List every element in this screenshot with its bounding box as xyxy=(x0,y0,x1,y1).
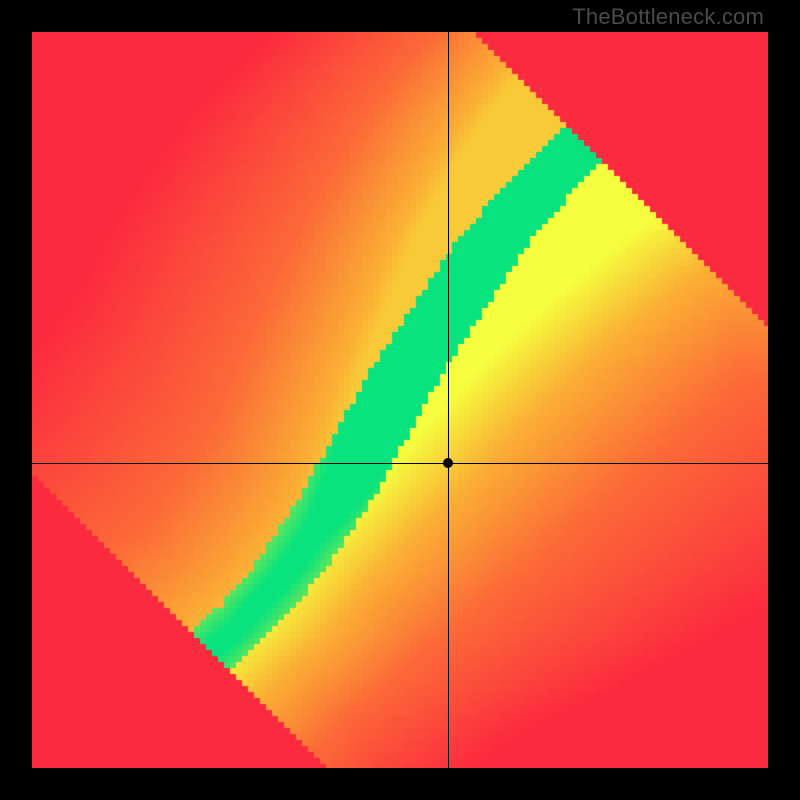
watermark-text: TheBottleneck.com xyxy=(572,4,764,30)
crosshair-horizontal xyxy=(32,463,768,464)
heatmap-canvas xyxy=(32,32,768,768)
heatmap-plot xyxy=(32,32,768,768)
crosshair-marker-dot xyxy=(443,458,453,468)
crosshair-vertical xyxy=(448,32,449,768)
